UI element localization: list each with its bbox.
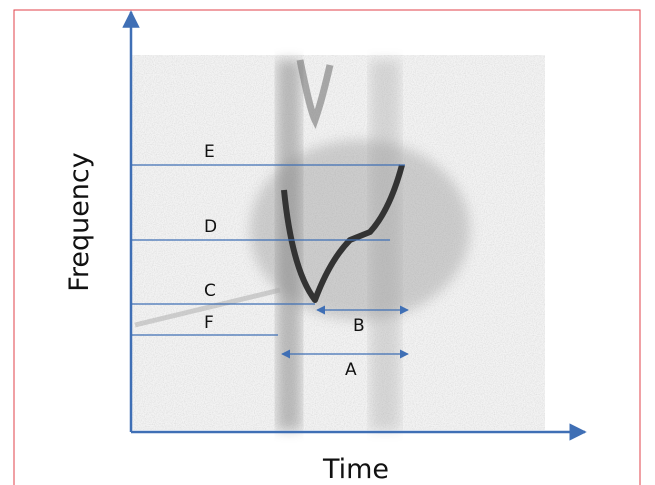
label: C <box>204 281 216 301</box>
spectrogram <box>131 55 545 430</box>
x-axis-label: Time <box>322 454 389 485</box>
label: B <box>353 316 365 336</box>
label: E <box>204 142 215 162</box>
label: F <box>204 313 214 333</box>
reference-lines <box>131 164 409 359</box>
frame <box>13 9 641 485</box>
label: D <box>204 217 217 237</box>
y-axis-label: Frequency <box>64 152 95 292</box>
label: A <box>345 360 357 380</box>
